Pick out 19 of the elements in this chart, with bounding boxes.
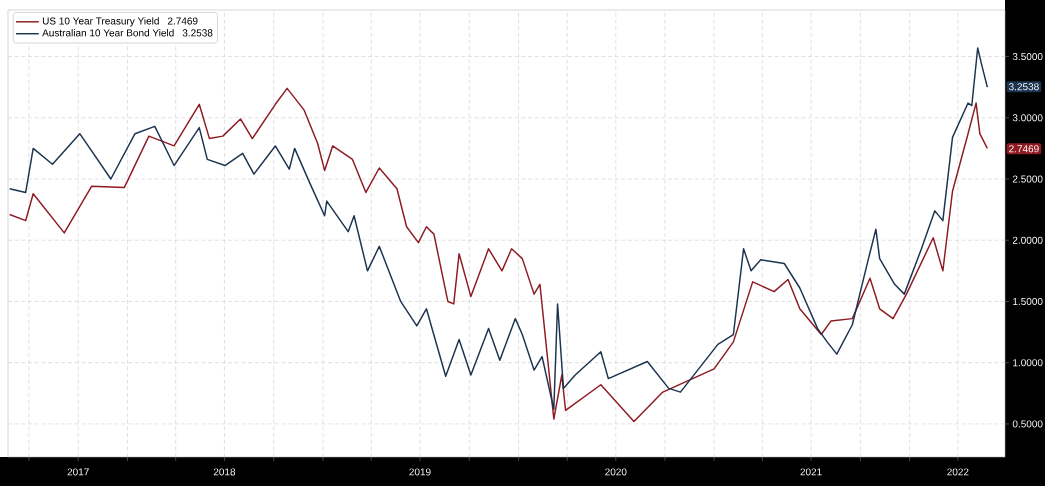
x-tick-label: 2022	[947, 468, 969, 476]
x-tick-label: 2018	[213, 468, 236, 476]
y-tick-label: 2.0000	[1012, 236, 1043, 244]
y-tick-label: 3.0000	[1012, 114, 1043, 122]
x-tick-label: 2019	[409, 468, 431, 476]
y-tick-label: 1.0000	[1013, 359, 1043, 367]
x-tick-label: 2021	[800, 468, 822, 476]
y-tick-label: 3.5000	[1012, 53, 1043, 61]
text: 3.2538	[182, 29, 213, 37]
legend-label: US 10 Year Treasury Yield	[42, 17, 159, 27]
legend-label: Australian 10 Year Bond Yield	[42, 29, 174, 37]
annotation: 3.2538	[1008, 83, 1039, 91]
text: 2.7469	[167, 17, 198, 25]
y-tick-label: 0.5000	[1012, 420, 1043, 428]
y-tick-label: 1.5000	[1013, 297, 1043, 306]
x-tick-label: 2017	[67, 468, 89, 476]
x-tick-label: 2020	[605, 468, 627, 476]
annotation: 2.7469	[1009, 145, 1039, 153]
y-tick-label: 2.5000	[1012, 175, 1043, 183]
